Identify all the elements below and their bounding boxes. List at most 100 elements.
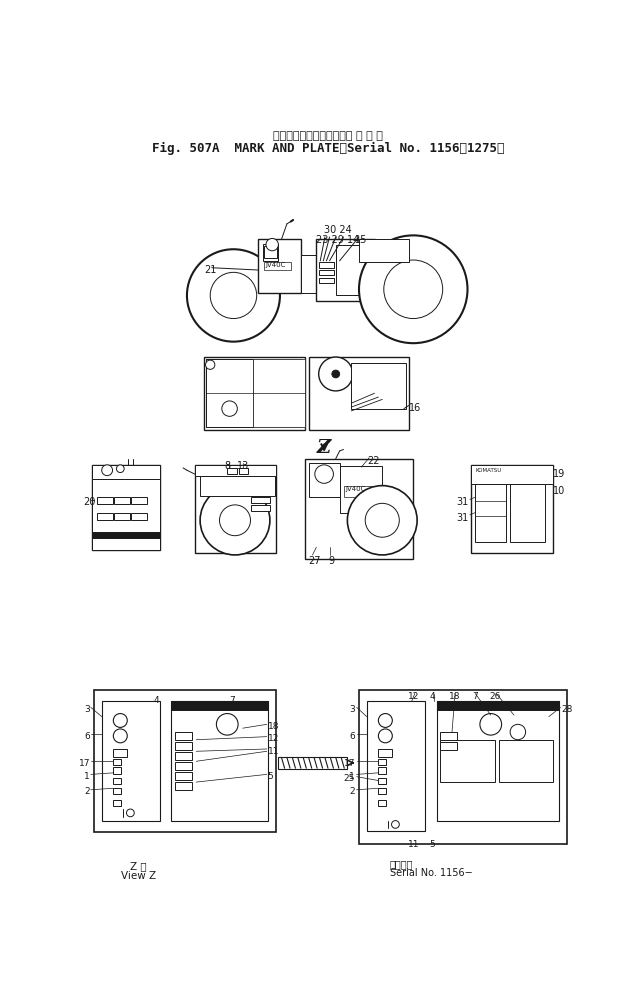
Bar — [316, 239, 374, 301]
Bar — [114, 512, 129, 519]
Bar — [319, 270, 334, 276]
Text: 19: 19 — [553, 469, 565, 479]
Circle shape — [222, 401, 237, 417]
Text: 12: 12 — [408, 692, 419, 701]
Circle shape — [187, 249, 280, 342]
Text: 1: 1 — [84, 772, 90, 781]
Bar — [92, 479, 160, 549]
Bar — [195, 465, 276, 477]
Circle shape — [510, 724, 525, 739]
Text: Z: Z — [317, 440, 332, 458]
Text: 7: 7 — [229, 696, 234, 705]
Bar — [113, 759, 121, 765]
Bar — [319, 278, 334, 283]
Bar — [102, 701, 160, 820]
Bar — [472, 465, 553, 553]
Circle shape — [205, 360, 215, 370]
Text: Z 視: Z 視 — [130, 861, 147, 871]
Bar — [264, 246, 277, 259]
Text: Serial No. 1156−: Serial No. 1156− — [390, 868, 473, 878]
Bar — [263, 244, 278, 261]
Bar — [114, 498, 129, 504]
Bar — [359, 239, 410, 263]
Circle shape — [116, 465, 124, 473]
Text: JV40C: JV40C — [345, 486, 365, 492]
Circle shape — [266, 239, 278, 251]
Text: 20: 20 — [83, 498, 95, 507]
Text: 3: 3 — [84, 705, 90, 714]
Text: 6: 6 — [84, 732, 90, 741]
Text: 適用号機: 適用号機 — [390, 859, 413, 869]
Text: 27: 27 — [308, 556, 321, 566]
Text: 9: 9 — [328, 556, 334, 566]
Text: 1: 1 — [349, 772, 355, 781]
Circle shape — [348, 486, 417, 554]
Bar — [172, 701, 268, 710]
Bar — [200, 477, 275, 496]
Bar — [378, 767, 386, 773]
Circle shape — [392, 820, 399, 828]
Circle shape — [378, 729, 392, 743]
Bar — [472, 465, 553, 485]
Bar — [250, 504, 270, 511]
Circle shape — [127, 809, 134, 817]
Bar — [278, 756, 348, 769]
Bar — [195, 465, 276, 553]
Text: 15: 15 — [355, 236, 367, 246]
Text: 28: 28 — [561, 705, 573, 714]
Bar — [305, 459, 413, 558]
Circle shape — [113, 729, 127, 743]
Circle shape — [113, 713, 127, 727]
Bar — [351, 364, 406, 410]
Bar — [308, 463, 340, 498]
Text: KOMATSU: KOMATSU — [476, 468, 502, 473]
Bar — [440, 742, 458, 749]
Text: 21: 21 — [204, 265, 216, 275]
Text: 22: 22 — [367, 457, 380, 467]
Circle shape — [384, 260, 443, 319]
Text: 13: 13 — [237, 461, 249, 471]
Bar — [510, 485, 545, 541]
Bar — [204, 357, 305, 431]
Text: 17: 17 — [344, 759, 355, 768]
Bar — [344, 486, 374, 498]
Circle shape — [365, 503, 399, 537]
Text: 31: 31 — [456, 498, 468, 507]
Bar — [440, 739, 495, 782]
Text: JV40C: JV40C — [265, 263, 285, 269]
Bar — [206, 360, 253, 428]
Bar — [378, 749, 392, 756]
Bar — [172, 701, 268, 820]
Bar — [319, 263, 334, 268]
Bar — [359, 689, 566, 844]
Circle shape — [480, 713, 502, 735]
Text: 17: 17 — [79, 759, 90, 768]
Text: Fig. 507A  MARK AND PLATE（Serial No. 1156～1275）: Fig. 507A MARK AND PLATE（Serial No. 1156… — [152, 142, 504, 155]
Bar — [378, 759, 386, 765]
Circle shape — [210, 273, 257, 319]
Circle shape — [378, 713, 392, 727]
Bar — [367, 701, 425, 830]
Bar — [499, 739, 553, 782]
Bar — [131, 498, 147, 504]
Bar — [175, 752, 191, 760]
Bar — [175, 762, 191, 770]
Circle shape — [216, 713, 238, 735]
Text: 18: 18 — [449, 692, 461, 701]
Text: 18: 18 — [268, 722, 279, 731]
Bar — [97, 512, 113, 519]
Bar — [113, 749, 127, 756]
Text: 26: 26 — [489, 692, 500, 701]
Text: 4: 4 — [430, 692, 435, 701]
Text: 31: 31 — [456, 512, 468, 522]
Bar — [378, 788, 386, 794]
Bar — [113, 788, 121, 794]
Bar — [113, 778, 121, 784]
Circle shape — [220, 504, 250, 535]
Bar — [131, 512, 147, 519]
Bar — [227, 468, 237, 475]
Text: 2: 2 — [84, 787, 90, 796]
Bar — [92, 465, 160, 549]
Text: 11: 11 — [408, 840, 419, 849]
Text: 25: 25 — [344, 774, 355, 783]
